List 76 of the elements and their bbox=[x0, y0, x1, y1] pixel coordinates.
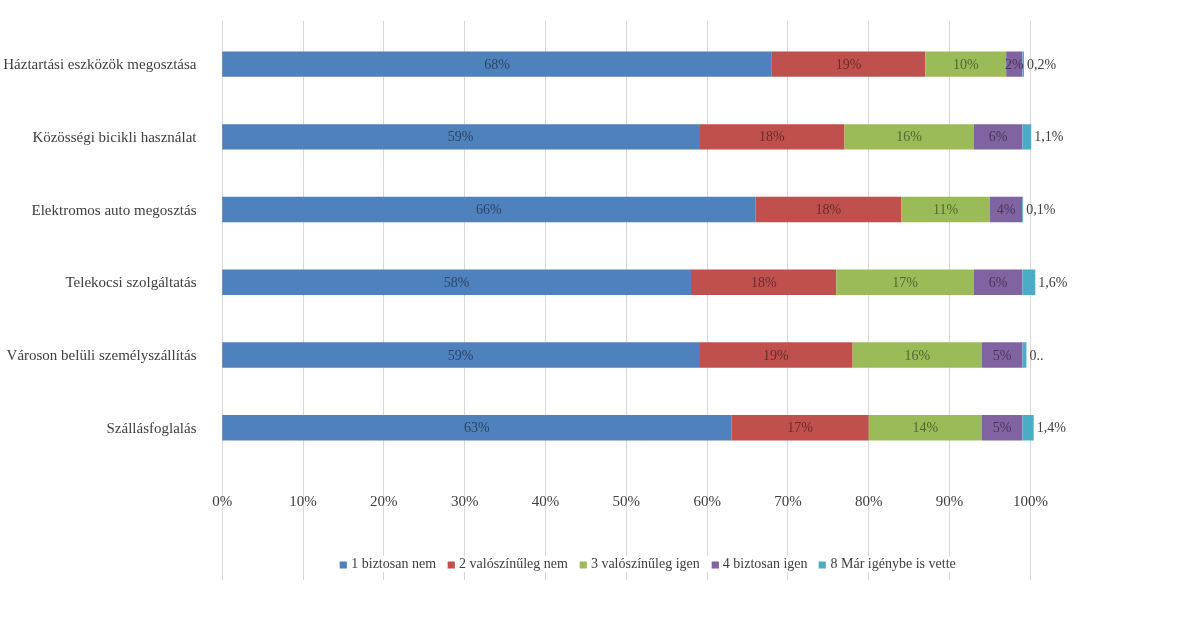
bar bbox=[1022, 269, 1036, 296]
x-tick-label: 0% bbox=[212, 493, 233, 510]
data-label: 1,4% bbox=[1036, 420, 1067, 436]
bar bbox=[755, 196, 902, 223]
y-tick-label: Városon belüli személyszállítás bbox=[6, 347, 197, 364]
bar bbox=[836, 269, 974, 296]
data-label: 19% bbox=[763, 347, 790, 363]
data-label: 0,2% bbox=[1026, 56, 1057, 72]
data-label: 66% bbox=[476, 202, 503, 218]
data-label: 19% bbox=[835, 56, 862, 72]
data-label: 18% bbox=[758, 129, 785, 145]
data-label: 1,1% bbox=[1034, 129, 1064, 145]
data-label: 11% bbox=[933, 202, 959, 218]
data-label: 6% bbox=[988, 274, 1008, 290]
bar bbox=[925, 51, 1007, 77]
bar bbox=[222, 196, 756, 223]
data-label: 10% bbox=[952, 56, 979, 72]
bar bbox=[844, 124, 974, 150]
y-tick-label: Szállásfoglalás bbox=[106, 419, 197, 436]
data-label: 63% bbox=[463, 420, 490, 436]
bar bbox=[973, 124, 1023, 150]
x-tick-label: 100% bbox=[1012, 493, 1048, 510]
bar bbox=[222, 124, 700, 150]
bar bbox=[222, 415, 732, 441]
data-label: 18% bbox=[750, 274, 777, 290]
legend-label: 4 biztosan igen bbox=[722, 556, 808, 572]
bar bbox=[699, 342, 853, 368]
x-tick-label: 60% bbox=[693, 493, 721, 510]
x-tick-label: 80% bbox=[855, 493, 883, 510]
x-tick-label: 30% bbox=[450, 493, 479, 510]
x-tick-label: 10% bbox=[289, 493, 317, 510]
y-tick-label: Telekocsi szolgáltatás bbox=[65, 274, 197, 291]
bar bbox=[901, 196, 991, 223]
bar bbox=[1022, 124, 1032, 150]
legend-label: 2 valószínűleg nem bbox=[459, 556, 568, 572]
data-label: 1,6% bbox=[1038, 274, 1068, 290]
x-tick-label: 90% bbox=[935, 493, 964, 510]
bar bbox=[981, 415, 1023, 441]
data-label: 5% bbox=[992, 347, 1012, 363]
legend-label: 1 biztosan nem bbox=[351, 556, 437, 572]
bar bbox=[222, 51, 772, 77]
data-label: 14% bbox=[912, 420, 939, 436]
legend-label: 8 Már igénybe is vette bbox=[830, 556, 956, 572]
bar bbox=[222, 342, 700, 368]
x-tick-label: 70% bbox=[774, 493, 802, 510]
bar bbox=[690, 269, 837, 296]
data-label: 17% bbox=[892, 274, 919, 290]
bar bbox=[852, 342, 982, 368]
x-tick-label: 20% bbox=[370, 493, 398, 510]
data-label: 5% bbox=[992, 420, 1012, 436]
x-tick-label: 50% bbox=[612, 493, 641, 510]
data-label: 58% bbox=[443, 274, 470, 290]
data-label: 4% bbox=[996, 202, 1016, 218]
data-label: 16% bbox=[904, 347, 931, 363]
data-label: 0,1% bbox=[1026, 202, 1056, 218]
bar bbox=[1022, 342, 1027, 368]
data-label: 18% bbox=[815, 202, 842, 218]
bar bbox=[868, 415, 982, 441]
y-tick-label: Háztartási eszközök megosztása bbox=[3, 56, 197, 73]
bar bbox=[731, 415, 869, 441]
data-label: 6% bbox=[988, 129, 1008, 145]
data-label: 17% bbox=[787, 420, 814, 436]
bar bbox=[699, 124, 845, 150]
x-tick-label: 40% bbox=[531, 493, 560, 510]
y-tick-label: Elektromos auto megosztás bbox=[31, 201, 197, 218]
bar bbox=[981, 342, 1023, 368]
bar bbox=[1022, 415, 1034, 441]
y-tick-label: Közösségi bicikli használat bbox=[32, 128, 198, 145]
data-label: 59% bbox=[447, 129, 474, 145]
data-label: 59% bbox=[447, 347, 474, 363]
legend-label: 3 valószínűleg igen bbox=[590, 556, 700, 572]
bar bbox=[222, 269, 691, 296]
bar bbox=[771, 51, 926, 77]
data-label: 68% bbox=[484, 56, 511, 72]
data-label: 0.. bbox=[1029, 348, 1044, 364]
data-label: 16% bbox=[896, 129, 923, 145]
